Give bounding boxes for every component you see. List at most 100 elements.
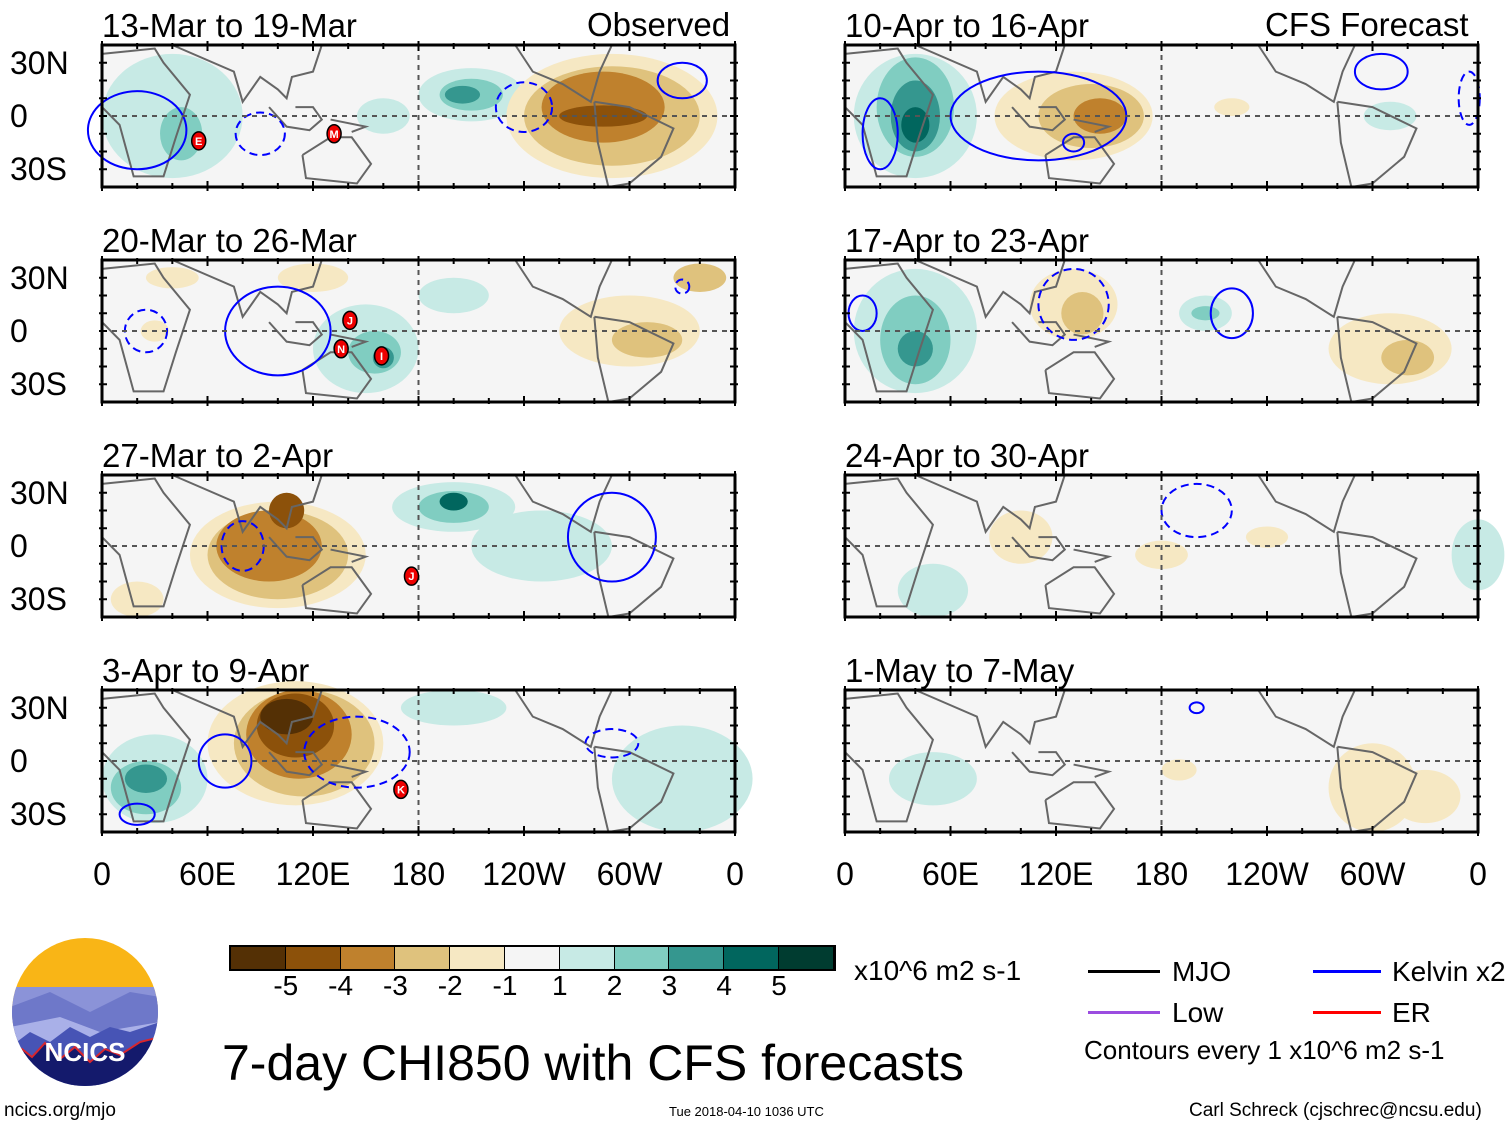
- lat-tick-label: 0: [10, 313, 28, 349]
- forecast-label: CFS Forecast: [1265, 6, 1469, 43]
- coastline: [593, 745, 675, 834]
- anomaly-region: [888, 752, 977, 806]
- lat-tick-label: 30N: [10, 475, 69, 511]
- legend-mjo-label: MJO: [1172, 956, 1232, 987]
- legend-er-label: ER: [1392, 997, 1431, 1028]
- coastline: [171, 259, 323, 320]
- contours-note: Contours every 1 x10^6 m2 s-1: [1084, 1035, 1445, 1065]
- map-panel: [842, 256, 1481, 406]
- colorbar-tick-label: 5: [771, 970, 787, 1001]
- storm-marker: N: [333, 339, 349, 359]
- colorbar-tick-label: 2: [606, 970, 623, 1001]
- kelvin-contour: [584, 728, 640, 759]
- storm-label: E: [195, 136, 202, 148]
- colorbar-tick-label: -1: [492, 970, 518, 1001]
- anomaly-region: [1245, 526, 1289, 548]
- lon-tick-label: 180: [391, 856, 446, 892]
- storm-marker: M: [326, 124, 342, 144]
- coastline: [1257, 44, 1356, 104]
- anomaly-region: [260, 698, 313, 735]
- coastline: [1336, 530, 1418, 619]
- coastline: [301, 566, 373, 615]
- kelvin-contour: [234, 111, 286, 157]
- coastline: [101, 47, 192, 178]
- legend-kelvin-label: Kelvin x2: [1392, 956, 1506, 987]
- coastline: [330, 763, 370, 778]
- map-panel: K: [99, 681, 753, 836]
- logo-text: NCICS: [45, 1037, 126, 1067]
- coastline: [268, 321, 324, 347]
- anomaly-region: [160, 107, 203, 161]
- lon-tick-label: 0: [726, 856, 744, 892]
- coastline: [593, 315, 675, 404]
- panel-title: 24-Apr to 30-Apr: [845, 437, 1089, 474]
- colorbar-tick-label: -2: [437, 970, 463, 1001]
- anomaly-region: [145, 267, 199, 289]
- lat-tick-label: 30S: [10, 796, 67, 832]
- colorbar-swatch: [450, 947, 505, 969]
- anomaly-region: [1390, 769, 1461, 824]
- storm-marker: J: [342, 310, 358, 331]
- panel-title: 27-Mar to 2-Apr: [102, 437, 334, 474]
- lat-tick-label: 30S: [10, 581, 67, 617]
- anomaly-region: [897, 563, 969, 617]
- coastline: [844, 692, 935, 823]
- kelvin-contour: [1160, 482, 1233, 539]
- anomaly-region: [611, 725, 753, 832]
- coastline: [330, 333, 370, 348]
- panel-title: 3-Apr to 9-Apr: [102, 652, 310, 689]
- kelvin-contour: [1353, 52, 1409, 91]
- author: Carl Schreck (cjschrec@ncsu.edu): [1189, 1100, 1482, 1121]
- anomaly-region: [901, 107, 930, 143]
- panel-title: 17-Apr to 23-Apr: [845, 222, 1089, 259]
- lon-tick-label: 120E: [275, 856, 351, 892]
- coastline: [514, 44, 613, 104]
- coastline: [514, 474, 613, 534]
- anomaly-region: [277, 263, 349, 292]
- coastline: [1044, 566, 1116, 615]
- storm-label: N: [337, 344, 345, 356]
- coastline: [1336, 315, 1418, 404]
- coastline: [1011, 751, 1067, 777]
- colorbar-tick-label: -5: [273, 970, 299, 1001]
- coastline: [1073, 548, 1113, 563]
- coastline: [1011, 106, 1067, 132]
- colorbar-swatch: [669, 947, 725, 969]
- coastline: [1336, 745, 1418, 834]
- anomaly-region: [124, 764, 168, 793]
- kelvin-contour: [566, 491, 657, 583]
- coastline: [1011, 536, 1067, 562]
- map-panel: [842, 686, 1481, 836]
- ncics-link[interactable]: ncics.org/mjo: [4, 1100, 116, 1121]
- lon-tick-label: 60E: [179, 856, 236, 892]
- anomaly-region: [444, 85, 481, 104]
- coastline: [171, 474, 323, 535]
- colorbar-tick-label: 3: [661, 970, 678, 1001]
- lat-tick-label: 0: [10, 528, 28, 564]
- coastline: [101, 477, 192, 608]
- lon-tick-label: 0: [1469, 856, 1487, 892]
- anomaly-region: [989, 510, 1053, 564]
- coastline: [101, 262, 192, 393]
- storm-marker: K: [393, 779, 409, 800]
- legend-low-line: [1088, 1011, 1160, 1014]
- storm-marker: E: [190, 131, 207, 151]
- legend-mjo-line: [1088, 970, 1160, 973]
- coastline: [1336, 100, 1418, 189]
- anomaly-region: [897, 331, 933, 367]
- kelvin-contour: [656, 61, 708, 100]
- colorbar-tick-label: -3: [382, 970, 408, 1001]
- kelvin-contour: [303, 715, 411, 789]
- colorbar-units: x10^6 m2 s-1: [854, 955, 1022, 986]
- anomaly-region: [400, 690, 507, 726]
- kelvin-contour: [494, 81, 554, 133]
- colorbar: [229, 945, 836, 971]
- colorbar-swatch: [724, 947, 779, 969]
- coastline: [844, 477, 935, 608]
- anomaly-region: [1214, 98, 1250, 116]
- coastline: [1257, 259, 1356, 319]
- storm-label: J: [408, 571, 414, 583]
- anomaly-region: [1135, 540, 1188, 570]
- kelvin-contour: [118, 802, 156, 826]
- lat-tick-label: 30S: [10, 366, 67, 402]
